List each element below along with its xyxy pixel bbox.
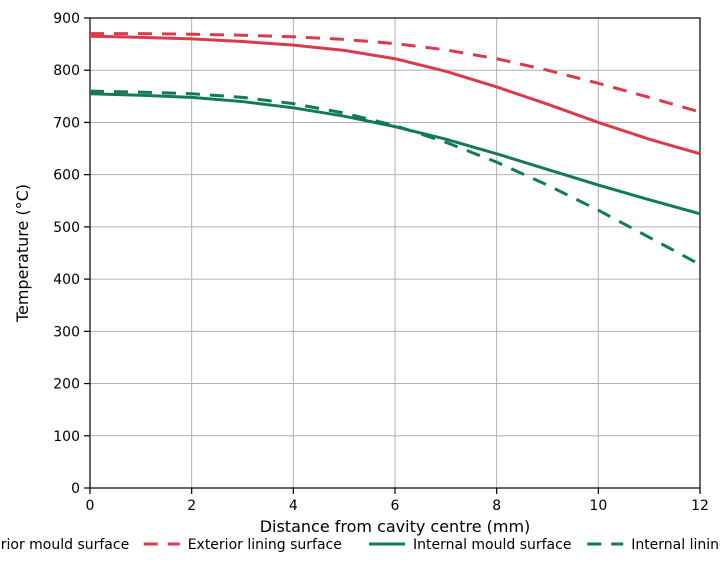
y-tick-label: 900 bbox=[53, 11, 80, 27]
y-tick-label: 600 bbox=[53, 168, 80, 184]
chart-svg: 0 2 4 6 8 10 12 0 100 200 300 400 500 600 700 800 900 Dis… bbox=[0, 0, 720, 570]
legend-label-int-mold: Internal mould surface bbox=[413, 537, 571, 553]
x-tick-label: 12 bbox=[691, 498, 709, 514]
x-axis-label: Distance from cavity centre (mm) bbox=[260, 517, 531, 536]
x-tick-label: 0 bbox=[86, 498, 95, 514]
y-tick-label: 0 bbox=[71, 481, 80, 497]
temperature-distance-chart: 0 2 4 6 8 10 12 0 100 200 300 400 500 600 700 800 900 Dis… bbox=[0, 0, 720, 570]
y-tick-label: 700 bbox=[53, 115, 80, 131]
x-tick-label: 10 bbox=[589, 498, 607, 514]
legend-label-ext-mold: Exterior mould surface bbox=[0, 537, 129, 553]
x-tick-label: 8 bbox=[492, 498, 501, 514]
legend-label-ext-lining: Exterior lining surface bbox=[188, 537, 342, 553]
y-tick-label: 200 bbox=[53, 377, 80, 393]
y-tick-label: 100 bbox=[53, 429, 80, 445]
x-tick-label: 6 bbox=[391, 498, 400, 514]
y-tick-label: 300 bbox=[53, 324, 80, 340]
y-tick-label: 400 bbox=[53, 272, 80, 288]
y-tick-label: 500 bbox=[53, 220, 80, 236]
x-tick-label: 2 bbox=[187, 498, 196, 514]
x-tick-label: 4 bbox=[289, 498, 298, 514]
y-axis-label: Temperature (°C) bbox=[13, 184, 32, 323]
legend-label-int-lining: Internal lining surface bbox=[631, 537, 720, 553]
y-tick-label: 800 bbox=[53, 63, 80, 79]
